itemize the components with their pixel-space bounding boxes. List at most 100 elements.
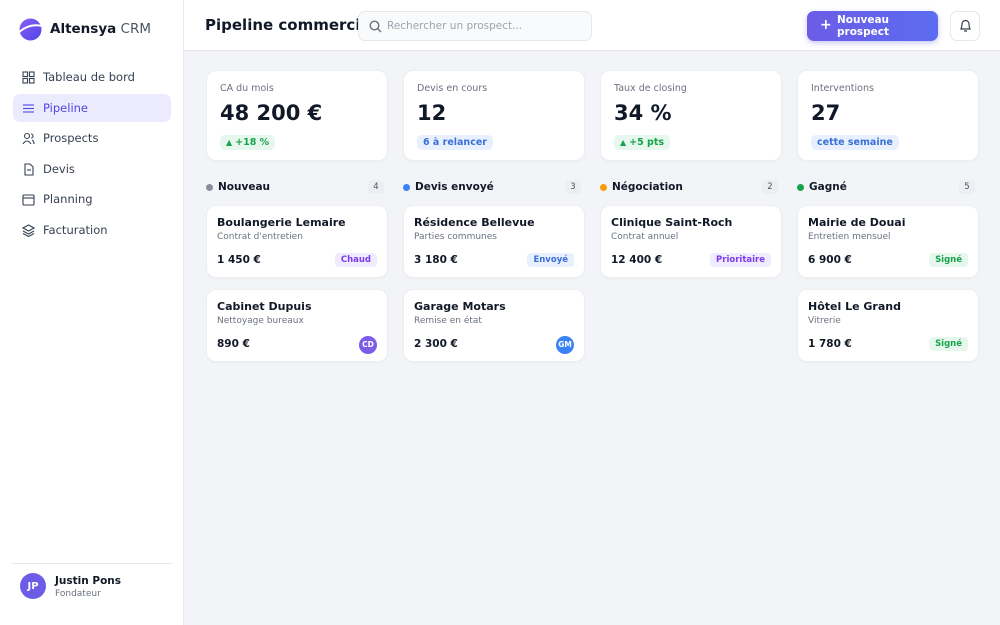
- column-dot: [600, 184, 607, 191]
- kpi-value: 48 200 €: [220, 101, 323, 125]
- deal-card[interactable]: Résidence Bellevue Parties communes 3 180 …: [403, 205, 585, 278]
- deal-subtitle: Entretien mensuel: [808, 232, 891, 242]
- column-name: Gagné: [809, 181, 847, 193]
- kpi-badge: cette semaine: [811, 135, 899, 150]
- deal-tag: Envoyé: [527, 253, 574, 267]
- kpi-badge: ▲ +18 %: [220, 135, 276, 150]
- deal-title: Cabinet Dupuis: [217, 300, 312, 313]
- badge-text: +5 pts: [629, 137, 665, 148]
- nav-label: Tableau de bord: [43, 70, 135, 84]
- nav-item[interactable]: Facturation: [13, 216, 171, 244]
- column-dot: [797, 184, 804, 191]
- deal-tag: Signé: [929, 337, 968, 351]
- deal-title: Garage Motars: [414, 300, 506, 313]
- page-title: Pipeline commercial: [205, 16, 376, 34]
- nav-label: Pipeline: [43, 100, 89, 115]
- nav-label: Devis: [43, 161, 75, 176]
- nav-item[interactable]: Devis: [13, 155, 171, 183]
- nav-item[interactable]: Tableau de bord: [13, 63, 171, 91]
- deal-amount: 890 €: [217, 338, 250, 350]
- nav-icon: [22, 194, 35, 206]
- column-count: 4: [368, 180, 384, 194]
- deal-subtitle: Contrat annuel: [611, 232, 679, 242]
- button-label: Nouveau prospect: [837, 14, 890, 38]
- kpi-label: Interventions: [811, 83, 874, 94]
- deal-card[interactable]: Cabinet Dupuis Nettoyage bureaux 890 € CD: [206, 289, 388, 362]
- deal-card[interactable]: Hôtel Le Grand Vitrerie 1 780 € Signé: [797, 289, 979, 362]
- deal-subtitle: Nettoyage bureaux: [217, 316, 304, 326]
- notifications-button[interactable]: [950, 11, 980, 41]
- deal-amount: 1 780 €: [808, 338, 852, 350]
- user-avatar[interactable]: JP: [20, 573, 46, 599]
- column-name: Devis envoyé: [415, 181, 494, 193]
- nav-item[interactable]: Pipeline: [13, 93, 171, 122]
- deal-tag: Signé: [929, 253, 968, 267]
- user-role: Fondateur: [55, 589, 101, 599]
- column-dot: [403, 184, 410, 191]
- deal-amount: 3 180 €: [414, 254, 458, 266]
- kpi-card: CA du mois 48 200 € ▲ +18 %: [206, 70, 388, 161]
- deal-subtitle: Contrat d'entretien: [217, 232, 303, 242]
- column-name: Nouveau: [218, 181, 271, 193]
- logo: [18, 18, 43, 41]
- new-prospect-button[interactable]: + Nouveau prospect: [807, 11, 938, 41]
- deal-card[interactable]: Mairie de Douai Entretien mensuel 6 900 € S…: [797, 205, 979, 278]
- divider: [12, 563, 172, 564]
- column-count: 2: [762, 180, 778, 194]
- badge-text: 6 à relancer: [423, 137, 487, 148]
- deal-amount: 1 450 €: [217, 254, 261, 266]
- nav-item[interactable]: Planning: [13, 185, 171, 213]
- search-icon: [369, 20, 382, 33]
- kpi-badge: ▲ +5 pts: [614, 135, 671, 150]
- deal-amount: 2 300 €: [414, 338, 458, 350]
- column-count: 5: [959, 180, 975, 194]
- column-name: Négociation: [612, 181, 683, 193]
- kpi-card: Taux de closing 34 % ▲ +5 pts: [600, 70, 782, 161]
- deal-tag: Prioritaire: [710, 253, 771, 267]
- deal-card[interactable]: Boulangerie Lemaire Contrat d'entretien 1 …: [206, 205, 388, 278]
- deal-subtitle: Parties communes: [414, 232, 497, 242]
- nav-icon: [22, 71, 35, 84]
- trend-icon: ▲: [226, 138, 233, 147]
- brand-name: Altensya: [50, 21, 117, 37]
- brand: Altensya CRM: [50, 21, 151, 37]
- bell-icon: [960, 19, 971, 32]
- kpi-value: 12: [417, 101, 447, 125]
- deal-title: Boulangerie Lemaire: [217, 216, 346, 229]
- nav-icon: [22, 223, 35, 237]
- kpi-label: CA du mois: [220, 83, 274, 94]
- deal-title: Clinique Saint-Roch: [611, 216, 733, 229]
- trend-icon: ▲: [620, 138, 627, 147]
- deal-amount: 6 900 €: [808, 254, 852, 266]
- deal-title: Résidence Bellevue: [414, 216, 535, 229]
- kpi-badge: 6 à relancer: [417, 135, 493, 150]
- search-placeholder: Rechercher un prospect...: [387, 20, 523, 32]
- kpi-card: Devis en cours 12 6 à relancer: [403, 70, 585, 161]
- topbar: Pipeline commercial Rechercher un prospe…: [184, 0, 1000, 51]
- deal-title: Mairie de Douai: [808, 216, 906, 229]
- badge-text: cette semaine: [817, 137, 893, 148]
- nav-item[interactable]: Prospects: [13, 124, 171, 152]
- column-dot: [206, 184, 213, 191]
- nav-label: Planning: [43, 192, 93, 206]
- badge-text: +18 %: [235, 137, 270, 148]
- deal-title: Hôtel Le Grand: [808, 300, 901, 313]
- brand-suffix: CRM: [120, 21, 152, 37]
- deal-avatar: GM: [556, 336, 574, 354]
- nav-icon: [24, 162, 34, 176]
- kpi-value: 34 %: [614, 101, 672, 125]
- column-count: 3: [565, 180, 581, 194]
- nav-label: Facturation: [43, 222, 108, 237]
- plus-icon: +: [820, 17, 832, 33]
- kpi-label: Taux de closing: [614, 83, 687, 94]
- deal-amount: 12 400 €: [611, 254, 663, 266]
- deal-subtitle: Vitrerie: [808, 316, 841, 326]
- nav-icon: [23, 103, 34, 113]
- user-name: Justin Pons: [55, 575, 122, 587]
- deal-card[interactable]: Garage Motars Remise en état 2 300 € GM: [403, 289, 585, 362]
- deal-tag: Chaud: [334, 253, 377, 267]
- nav-icon: [22, 132, 35, 145]
- deal-card[interactable]: Clinique Saint-Roch Contrat annuel 12 400 …: [600, 205, 782, 278]
- search-box[interactable]: Rechercher un prospect...: [358, 11, 592, 41]
